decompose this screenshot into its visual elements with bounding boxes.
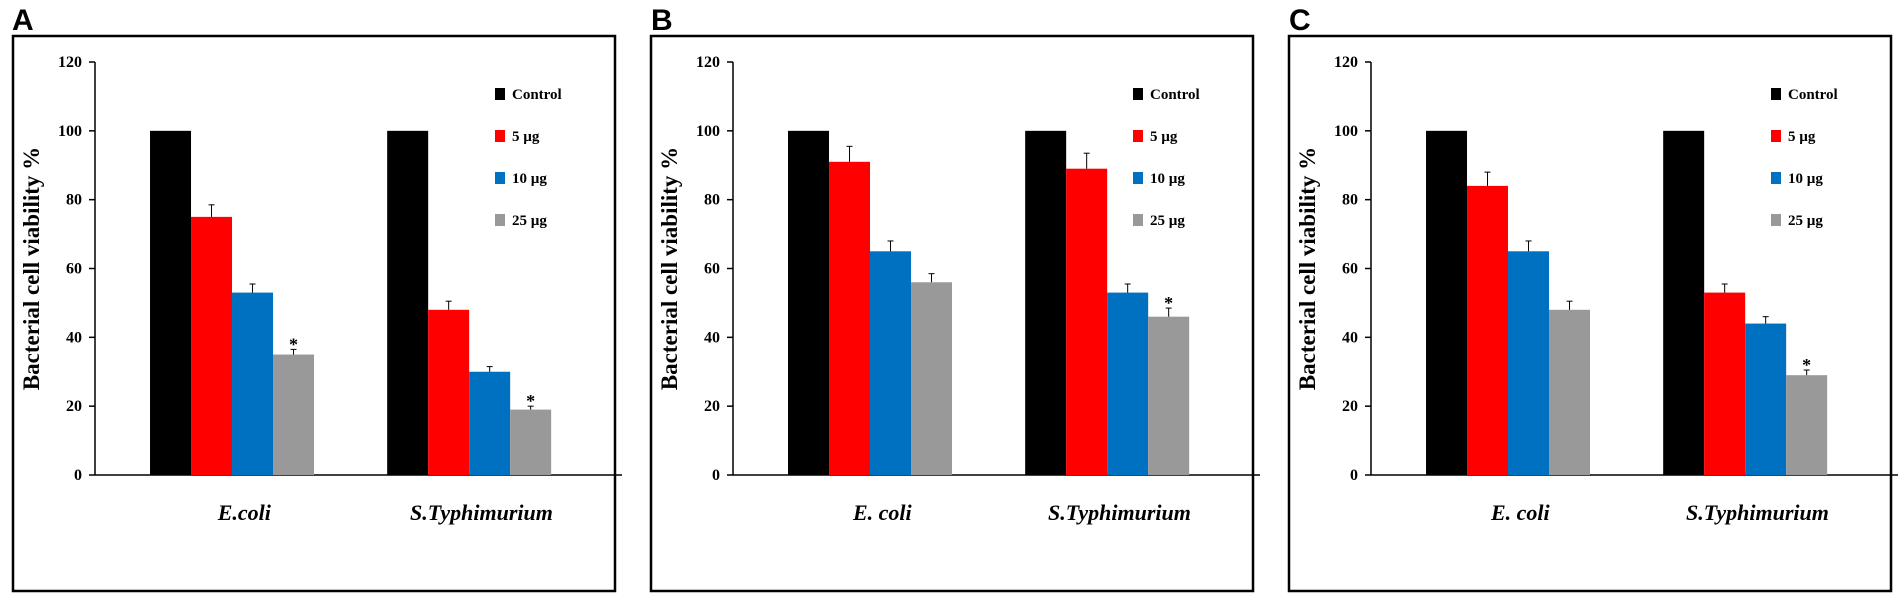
y-tick-label: 100 (1334, 123, 1358, 140)
y-tick-label: 120 (58, 54, 82, 71)
significance-star: * (526, 391, 535, 411)
legend-swatch (1133, 172, 1143, 184)
bar-styphimurium-2 (1745, 323, 1787, 475)
bar-styphimurium-0 (1663, 130, 1705, 476)
y-tick-label: 20 (704, 398, 720, 415)
bar-styphimurium-1 (1704, 292, 1746, 475)
bar-ecoli-3 (273, 354, 315, 475)
y-tick-label: 40 (66, 329, 82, 346)
significance-star: * (1164, 293, 1173, 313)
y-tick-label: 80 (1342, 192, 1358, 209)
y-tick-label: 120 (1334, 54, 1358, 71)
bar-styphimurium-2 (469, 371, 511, 475)
bar-ecoli-2 (870, 251, 912, 475)
y-tick-label: 20 (1342, 398, 1358, 415)
category-label: S.Typhimurium (1686, 500, 1829, 525)
significance-star: * (289, 334, 298, 354)
bar-ecoli-0 (1426, 130, 1468, 476)
bar-styphimurium-3 (1786, 375, 1828, 475)
y-axis-label: Bacterial cell viability % (19, 147, 44, 390)
y-tick-label: 80 (66, 192, 82, 209)
bar-styphimurium-3 (510, 409, 552, 475)
y-tick-label: 60 (1342, 261, 1358, 278)
y-axis-label: Bacterial cell viability % (657, 147, 682, 390)
bar-ecoli-3 (1549, 309, 1591, 475)
panel-letter: C (1289, 4, 1311, 37)
y-tick-label: 100 (696, 123, 720, 140)
bar-styphimurium-0 (1025, 130, 1067, 476)
legend-label: 25 µg (1150, 213, 1185, 229)
panel-letter: A (12, 4, 34, 37)
y-tick-label: 20 (66, 398, 82, 415)
legend-swatch (1771, 214, 1781, 226)
bar-ecoli-0 (150, 130, 192, 476)
y-tick-label: 80 (704, 192, 720, 209)
y-tick-label: 0 (74, 467, 82, 484)
significance-star: * (1802, 355, 1811, 375)
category-label: S.Typhimurium (1048, 500, 1191, 525)
bar-styphimurium-2 (1107, 292, 1149, 475)
y-tick-label: 0 (712, 467, 720, 484)
legend-swatch (495, 172, 505, 184)
panel-frame (1287, 34, 1893, 593)
legend-swatch (1771, 88, 1781, 100)
legend-swatch (1133, 130, 1143, 142)
legend-swatch (1771, 130, 1781, 142)
legend-label: 5 µg (1788, 129, 1816, 145)
legend-swatch (1133, 214, 1143, 226)
panel-C: C 0 20 40 60 80 100 120 Bacterial cell viability… (1287, 4, 1898, 593)
panel-A: A 0 20 40 60 80 100 120 Bacterial cell viability… (11, 4, 622, 593)
legend-label: Control (512, 87, 562, 103)
category-label: E. coli (852, 500, 913, 525)
legend-swatch (495, 214, 505, 226)
legend-label: 10 µg (1788, 171, 1823, 187)
panel-letter: B (651, 4, 673, 37)
legend-label: 5 µg (512, 129, 540, 145)
y-tick-label: 0 (1350, 467, 1358, 484)
legend-label: Control (1150, 87, 1200, 103)
y-tick-label: 40 (704, 329, 720, 346)
y-tick-label: 120 (696, 54, 720, 71)
y-tick-label: 40 (1342, 329, 1358, 346)
legend-swatch (1771, 172, 1781, 184)
bar-ecoli-2 (232, 292, 274, 475)
bar-styphimurium-0 (387, 130, 429, 476)
y-tick-label: 60 (704, 261, 720, 278)
legend-label: 5 µg (1150, 129, 1178, 145)
legend-label: 10 µg (512, 171, 547, 187)
panel-frame (11, 34, 617, 593)
legend-swatch (495, 88, 505, 100)
y-tick-label: 60 (66, 261, 82, 278)
bar-styphimurium-1 (428, 309, 470, 475)
category-label: S.Typhimurium (410, 500, 553, 525)
legend-swatch (1133, 88, 1143, 100)
y-axis-label: Bacterial cell viability % (1295, 147, 1320, 390)
legend-swatch (495, 130, 505, 142)
bar-ecoli-1 (829, 161, 871, 475)
bar-styphimurium-3 (1148, 316, 1190, 475)
legend-label: 25 µg (1788, 213, 1823, 229)
legend-label: Control (1788, 87, 1838, 103)
bar-ecoli-0 (788, 130, 830, 476)
legend-label: 25 µg (512, 213, 547, 229)
legend-label: 10 µg (1150, 171, 1185, 187)
category-label: E. coli (1490, 500, 1551, 525)
y-tick-label: 100 (58, 123, 82, 140)
bar-ecoli-1 (1467, 185, 1509, 475)
bar-ecoli-1 (191, 216, 233, 475)
category-label: E.coli (217, 500, 272, 525)
bar-ecoli-3 (911, 282, 953, 475)
bar-styphimurium-1 (1066, 168, 1108, 476)
panel-B: B 0 20 40 60 80 100 120 Bacterial cell viability… (649, 4, 1260, 593)
panel-frame (649, 34, 1255, 593)
bar-ecoli-2 (1508, 251, 1550, 475)
